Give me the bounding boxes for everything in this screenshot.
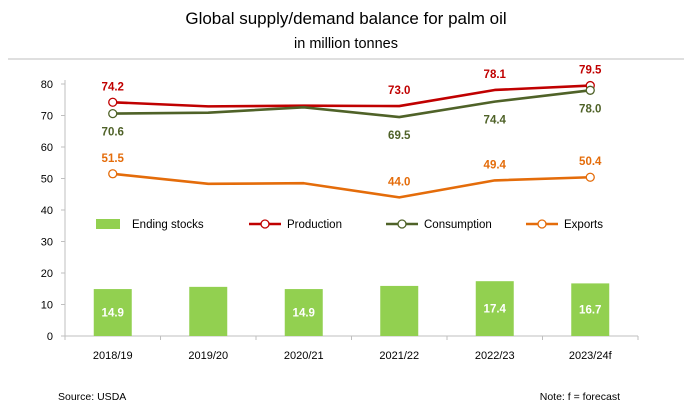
data-label-production: 74.2 — [102, 81, 124, 93]
x-tick-label: 2022/23 — [475, 350, 515, 362]
legend-label-production: Production — [287, 219, 342, 231]
legend-label-exports: Exports — [564, 219, 603, 231]
bar-value-label: 14.9 — [102, 308, 124, 320]
data-label-consumption: 70.6 — [102, 127, 124, 139]
data-label-exports: 49.4 — [484, 159, 507, 171]
y-axis: 0 10 20 30 40 50 60 70 80 — [41, 79, 66, 343]
bar-ending-stocks — [475, 281, 514, 336]
line-exports — [112, 172, 591, 199]
line-production — [112, 84, 591, 108]
data-labels: 14.9 14.9 17.4 16.7 74.2 73.0 78.1 79.5 70.6 69.5… — [102, 65, 602, 320]
y-tick-label: 20 — [41, 268, 53, 280]
x-tick-label: 2019/20 — [188, 350, 228, 362]
x-axis: 2018/19 2019/20 2020/21 2021/22 2022/23 2023/… — [64, 335, 639, 362]
data-label-exports: 50.4 — [579, 156, 602, 168]
source-note: Source: USDA — [58, 391, 126, 403]
data-label-exports: 51.5 — [102, 153, 125, 165]
chart-title: Global supply/demand balance for palm oi… — [185, 9, 506, 28]
legend-marker-production — [260, 219, 270, 229]
x-tick-label: 2023/24f — [569, 350, 613, 362]
marker-production — [108, 97, 118, 107]
y-tick-label: 40 — [41, 205, 53, 217]
marker-exports — [108, 169, 118, 179]
y-tick-label: 50 — [41, 174, 53, 186]
line-series — [108, 80, 595, 199]
bar-ending-stocks — [380, 285, 419, 336]
bar-value-label: 16.7 — [579, 305, 601, 317]
legend: Ending stocks Production Consumption Export… — [96, 219, 603, 231]
x-tick-label: 2021/22 — [379, 350, 419, 362]
data-label-consumption: 78.0 — [579, 103, 601, 115]
data-label-consumption: 74.4 — [484, 115, 507, 127]
bar-ending-stocks — [571, 283, 610, 336]
data-label-production: 79.5 — [579, 65, 602, 77]
legend-marker-consumption — [397, 219, 407, 229]
x-tick-label: 2020/21 — [284, 350, 324, 362]
data-label-production: 73.0 — [388, 85, 410, 97]
bar-ending-stocks — [189, 286, 228, 336]
y-tick-label: 10 — [41, 300, 53, 312]
y-tick-label: 70 — [41, 111, 53, 123]
y-tick-label: 60 — [41, 142, 53, 154]
x-tick-label: 2018/19 — [93, 350, 133, 362]
marker-consumption — [585, 85, 595, 95]
data-label-production: 78.1 — [484, 69, 507, 81]
legend-label-ending-stocks: Ending stocks — [132, 219, 204, 231]
bar-ending-stocks — [93, 289, 132, 336]
legend-marker-exports — [537, 219, 547, 229]
y-tick-label: 80 — [41, 79, 53, 91]
y-tick-label: 0 — [47, 331, 53, 343]
chart-subtitle: in million tonnes — [294, 36, 398, 52]
marker-exports — [585, 172, 595, 182]
forecast-note: Note: f = forecast — [540, 391, 620, 403]
legend-swatch-ending-stocks — [96, 219, 120, 229]
line-consumption — [112, 89, 591, 119]
legend-label-consumption: Consumption — [424, 219, 492, 231]
marker-consumption — [108, 108, 118, 119]
bar-value-label: 14.9 — [293, 308, 315, 320]
y-tick-label: 30 — [41, 237, 53, 249]
bar-series-ending-stocks — [93, 281, 610, 336]
data-label-exports: 44.0 — [388, 176, 410, 188]
bar-ending-stocks — [284, 289, 323, 336]
bar-value-label: 17.4 — [484, 304, 507, 316]
data-label-consumption: 69.5 — [388, 130, 411, 142]
